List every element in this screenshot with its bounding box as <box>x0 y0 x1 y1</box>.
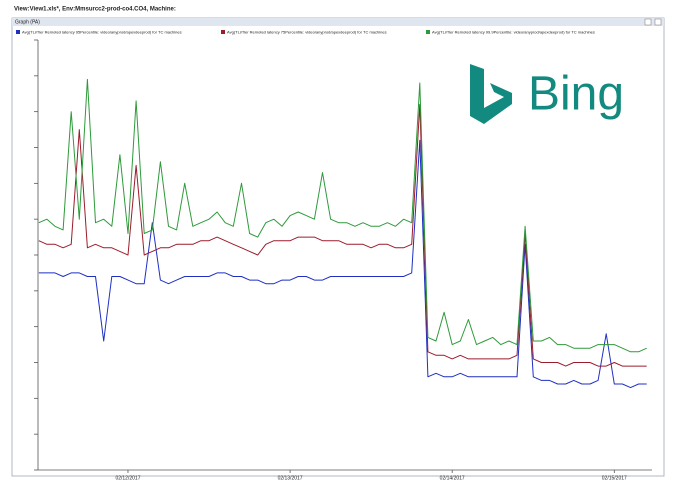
x-tick-label: 02/12/2017 <box>115 475 140 481</box>
x-tick-label: 02/13/2017 <box>278 475 303 481</box>
legend: Avg(TLi/Tier Remoted latency 95Percentil… <box>16 29 595 34</box>
button[interactable] <box>644 18 652 26</box>
pane-title: Graph (PA) <box>15 19 40 25</box>
series-line <box>38 139 647 389</box>
series-line <box>38 78 647 353</box>
legend-swatch <box>16 30 20 34</box>
legend-swatch <box>426 30 430 34</box>
logo-text: Bing <box>528 68 624 121</box>
x-tick-label: 02/15/2017 <box>602 475 627 481</box>
button[interactable] <box>654 18 662 26</box>
window-buttons <box>644 18 662 26</box>
legend-label: Avg(TLi/Tier Remoted latency 95Percentil… <box>22 29 182 34</box>
window-title: View:View1.xls*, Env:Mmsurcc2-prod-co4.C… <box>14 7 176 13</box>
legend-swatch <box>221 30 225 34</box>
x-tick-label: 02/14/2017 <box>440 475 465 481</box>
series-line <box>38 104 647 367</box>
legend-label: Avg(TLi/Tier Remoted latency 75Percentil… <box>227 29 387 34</box>
bing-logo: Bing <box>470 64 624 124</box>
legend-label: Avg(TLi/Tier Remoted latency 99.9Percent… <box>432 29 595 34</box>
logo-mark <box>470 64 512 124</box>
pane-header <box>12 18 664 26</box>
